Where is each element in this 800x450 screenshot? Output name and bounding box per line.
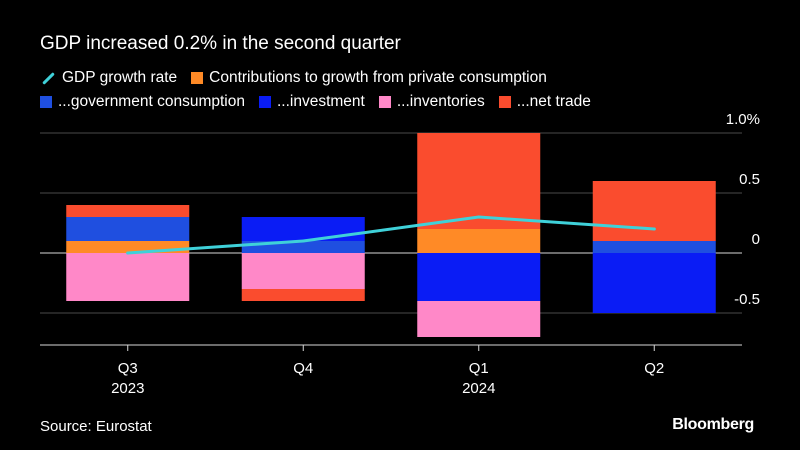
legend-item-net-trade: ...net trade: [498, 93, 591, 111]
legend-item-gdp-growth: GDP growth rate: [40, 69, 177, 87]
bar-segment: [241, 289, 365, 301]
legend-item-private-consumption: Contributions to growth from private con…: [191, 69, 547, 87]
bar-segment: [417, 133, 541, 229]
bar-segment: [241, 253, 365, 289]
gdp-growth-point: [477, 215, 481, 219]
x-tick-label: Q3: [118, 360, 138, 377]
legend-item-inventories: ...inventories: [378, 93, 485, 111]
bloomberg-logo: Bloomberg: [672, 416, 754, 433]
bar-segment: [66, 217, 190, 241]
y-tick-label: 0.5: [739, 171, 760, 188]
bar-segment: [66, 253, 190, 301]
bar-segment: [417, 253, 541, 301]
x-tick-label: Q4: [293, 360, 313, 377]
gdp-growth-point: [126, 251, 130, 255]
x-tick-sublabel: 2024: [462, 380, 495, 397]
legend-row-2: ...government consumption ...investment …: [40, 90, 760, 114]
color-swatch-icon: [40, 96, 52, 108]
source-note: Source: Eurostat: [40, 418, 152, 435]
legend-label: ...net trade: [516, 93, 591, 110]
chart-legend: GDP growth rate Contributions to growth …: [40, 66, 760, 114]
legend-label: ...government consumption: [58, 93, 245, 110]
color-swatch-icon: [378, 96, 391, 108]
y-tick-label: -0.5: [734, 291, 760, 308]
legend-label: Contributions to growth from private con…: [209, 69, 547, 86]
bar-segment: [66, 205, 190, 217]
gdp-growth-point: [652, 227, 656, 231]
x-tick-sublabel: 2023: [111, 380, 144, 397]
legend-row-1: GDP growth rate Contributions to growth …: [40, 66, 760, 90]
x-tick-label: Q1: [469, 360, 489, 377]
gdp-growth-line: [126, 215, 656, 255]
y-tick-label: 0: [752, 231, 760, 248]
bar-segment: [417, 301, 541, 337]
legend-item-government-consumption: ...government consumption: [40, 93, 245, 111]
bar-segment: [417, 229, 541, 253]
gdp-growth-point: [301, 239, 305, 243]
color-swatch-icon: [258, 96, 271, 108]
chart-title: GDP increased 0.2% in the second quarter: [40, 33, 401, 54]
bar-segment: [241, 217, 365, 241]
legend-label: ...investment: [276, 93, 365, 110]
legend-label: GDP growth rate: [62, 69, 178, 86]
x-tick-label: Q2: [644, 360, 664, 377]
bar-segment: [592, 181, 716, 241]
color-swatch-icon: [498, 96, 511, 108]
y-tick-label: 1.0%: [726, 111, 760, 128]
bar-segment: [592, 253, 716, 313]
legend-item-investment: ...investment: [258, 93, 365, 111]
bar-segment: [592, 241, 716, 253]
color-swatch-icon: [191, 72, 204, 84]
legend-label: ...inventories: [396, 93, 485, 110]
